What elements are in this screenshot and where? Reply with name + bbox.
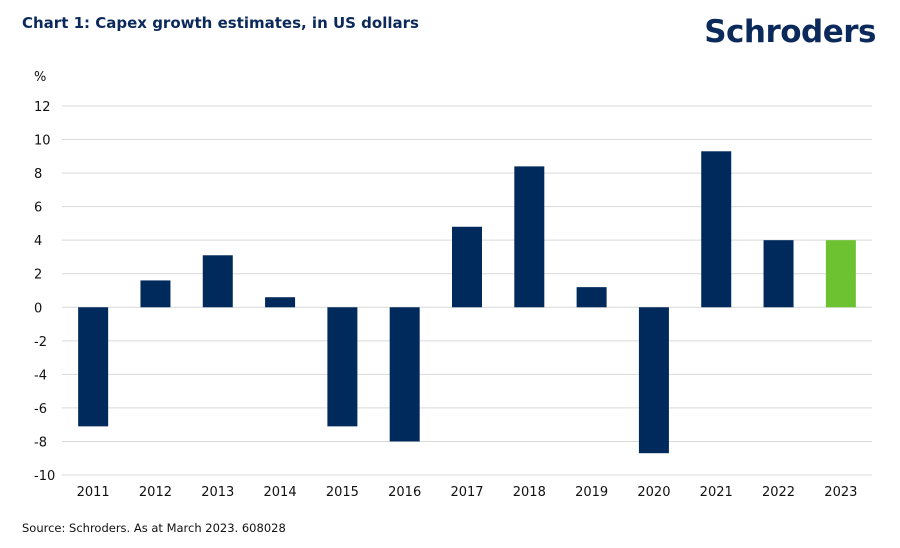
y-tick-label: -10 — [34, 469, 55, 484]
y-axis-ticks: 12 10 8 6 4 2 0 -2 -4 -6 -8 -10 — [34, 100, 55, 484]
x-tick-label: 2013 — [201, 485, 234, 500]
x-tick-label: 2015 — [326, 485, 359, 500]
x-tick-label: 2022 — [762, 485, 795, 500]
schroders-logo: Schroders — [704, 14, 876, 50]
y-tick-label: 0 — [34, 301, 42, 316]
x-axis-ticks: 2011 2012 2013 2014 2015 2016 2017 2018 2019 2020… — [77, 485, 858, 500]
bar-2019 — [576, 287, 607, 308]
bar-2023 — [825, 240, 856, 308]
bar-2014 — [265, 297, 296, 308]
y-tick-label: 2 — [34, 268, 42, 283]
bars — [78, 151, 856, 454]
bar-2020 — [638, 307, 669, 454]
source-note: Source: Schroders. As at March 2023. 608… — [22, 521, 286, 535]
y-tick-label: -4 — [34, 368, 47, 383]
bar-2011 — [78, 307, 109, 427]
y-tick-label: -8 — [34, 435, 47, 450]
bar-2022 — [763, 240, 794, 308]
bar-2021 — [701, 151, 732, 308]
y-tick-label: 12 — [34, 100, 51, 115]
bar-2018 — [514, 166, 545, 308]
x-tick-label: 2017 — [450, 485, 483, 500]
y-tick-label: 10 — [34, 134, 51, 149]
x-tick-label: 2023 — [824, 485, 857, 500]
x-tick-label: 2020 — [637, 485, 670, 500]
x-tick-label: 2018 — [513, 485, 546, 500]
x-tick-label: 2021 — [700, 485, 733, 500]
y-tick-label: 8 — [34, 167, 42, 182]
x-tick-label: 2012 — [139, 485, 172, 500]
bar-2015 — [327, 307, 358, 427]
y-tick-label: -6 — [34, 402, 47, 417]
y-tick-label: 6 — [34, 201, 42, 216]
bar-2017 — [452, 226, 482, 308]
bar-2013 — [202, 255, 233, 308]
bar-2012 — [140, 280, 171, 308]
x-tick-label: 2014 — [264, 485, 297, 500]
x-tick-label: 2011 — [77, 485, 110, 500]
x-tick-label: 2019 — [575, 485, 608, 500]
bar-2016 — [389, 307, 420, 442]
x-tick-label: 2016 — [388, 485, 421, 500]
y-tick-label: -2 — [34, 335, 47, 350]
y-tick-label: 4 — [34, 234, 42, 249]
chart-title: Chart 1: Capex growth estimates, in US d… — [22, 14, 419, 32]
y-axis-unit-label: % — [34, 70, 47, 85]
